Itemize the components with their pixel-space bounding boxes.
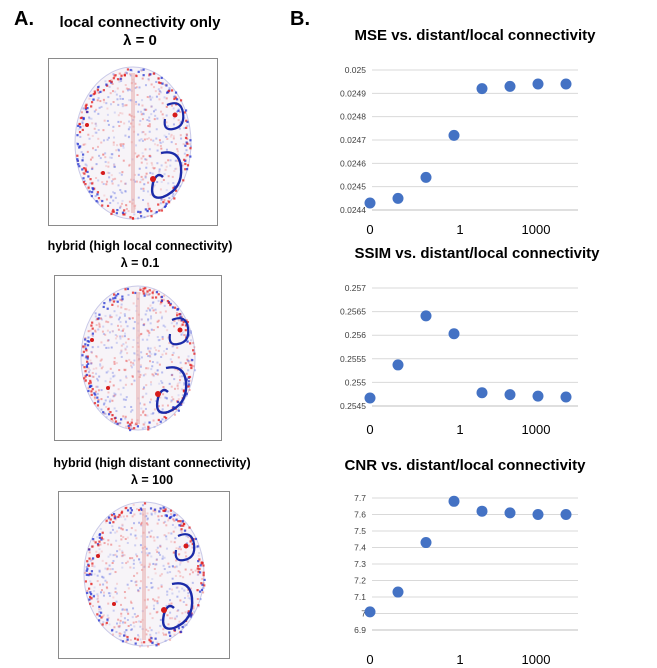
ssim-chart: 0.2545 0.255 0.2555 0.256 0.2565 0.257 0 1 1000 xyxy=(340,283,578,437)
y-tick-label: 7 xyxy=(361,609,366,619)
y-tick-label: 0.025 xyxy=(345,65,367,75)
data-point xyxy=(476,387,488,399)
mse-chart: 0.0244 0.0245 0.0246 0.0247 0.0248 0.0249 0.02… xyxy=(340,65,578,237)
data-point xyxy=(476,83,488,95)
y-tick-label: 0.257 xyxy=(345,283,367,293)
x-tick-label: 1000 xyxy=(522,222,551,237)
data-point xyxy=(364,392,376,404)
data-point xyxy=(420,310,432,322)
brain-image-2 xyxy=(80,285,197,432)
y-tick-label: 7.1 xyxy=(354,592,366,602)
data-point xyxy=(560,78,572,90)
y-tick-label: 0.2555 xyxy=(340,354,366,364)
y-tick-label: 7.5 xyxy=(354,526,366,536)
data-point xyxy=(392,192,404,204)
data-point xyxy=(476,505,488,517)
data-point xyxy=(364,197,376,209)
y-tick-label: 7.4 xyxy=(354,543,366,553)
brain-image-3 xyxy=(83,501,206,648)
x-tick-label: 1000 xyxy=(522,422,551,437)
panel-a-letter: A. xyxy=(14,8,34,30)
y-tick-label: 7.6 xyxy=(354,510,366,520)
data-point xyxy=(532,78,544,90)
brain-map-1 xyxy=(48,58,218,226)
data-point xyxy=(504,389,516,401)
map-3-heading: hybrid (high distant connectivity) λ = 1… xyxy=(22,455,282,489)
x-tick-label: 1 xyxy=(456,222,463,237)
data-point xyxy=(504,507,516,519)
y-tick-label: 0.0247 xyxy=(340,135,366,145)
map-1-title: local connectivity only xyxy=(59,14,221,31)
map-2-heading: hybrid (high local connectivity) λ = 0.1 xyxy=(10,238,270,272)
data-point xyxy=(392,359,404,371)
y-tick-label: 0.0244 xyxy=(340,205,366,215)
data-point xyxy=(504,80,516,92)
data-point xyxy=(420,171,432,183)
brain-silhouette-3 xyxy=(83,501,206,648)
data-point xyxy=(392,586,404,598)
x-tick-label: 1 xyxy=(456,422,463,437)
y-tick-label: 0.2565 xyxy=(340,307,366,317)
data-point xyxy=(560,391,572,403)
y-tick-label: 0.0248 xyxy=(340,112,366,122)
y-tick-label: 0.256 xyxy=(345,330,367,340)
mse-chart-title: MSE vs. distant/local connectivity xyxy=(354,27,596,44)
y-tick-label: 7.7 xyxy=(354,493,366,503)
y-tick-label: 0.0245 xyxy=(340,182,366,192)
brain-silhouette-2 xyxy=(80,285,197,432)
map-1-heading: local connectivity only λ = 0 xyxy=(10,14,270,50)
y-tick-label: 0.255 xyxy=(345,377,367,387)
y-tick-label: 7.2 xyxy=(354,576,366,586)
map-2-title: hybrid (high local connectivity) xyxy=(47,239,233,253)
brain-silhouette-1 xyxy=(74,66,192,220)
data-point xyxy=(448,129,460,141)
x-tick-label: 1000 xyxy=(522,652,551,667)
x-tick-label: 0 xyxy=(366,422,373,437)
map-3-lambda: λ = 100 xyxy=(130,473,174,487)
y-tick-label: 0.2545 xyxy=(340,401,366,411)
data-point xyxy=(560,509,572,520)
data-point xyxy=(448,328,460,340)
panel-b-letter: B. xyxy=(290,8,310,30)
y-tick-label: 0.0249 xyxy=(340,88,366,98)
y-tick-label: 7.3 xyxy=(354,559,366,569)
ssim-chart-title: SSIM vs. distant/local connectivity xyxy=(354,245,600,262)
data-point xyxy=(364,606,376,618)
cnr-chart-title: CNR vs. distant/local connectivity xyxy=(344,457,586,474)
brain-image-1 xyxy=(74,66,192,220)
data-point xyxy=(420,537,432,549)
brain-map-3 xyxy=(58,491,230,659)
data-point xyxy=(532,509,544,520)
data-point xyxy=(448,495,460,507)
x-tick-label: 0 xyxy=(366,652,373,667)
cnr-chart: 6.9 7 7.1 7.2 7.3 7.4 7.5 7.6 7.7 0 1 1000 xyxy=(354,493,578,667)
y-tick-label: 6.9 xyxy=(354,625,366,635)
map-1-lambda: λ = 0 xyxy=(123,32,157,49)
x-tick-label: 1 xyxy=(456,652,463,667)
x-tick-label: 0 xyxy=(366,222,373,237)
map-3-title: hybrid (high distant connectivity) xyxy=(53,456,251,470)
y-tick-label: 0.0246 xyxy=(340,158,366,168)
brain-map-2 xyxy=(54,275,222,441)
map-2-lambda: λ = 0.1 xyxy=(120,256,160,270)
data-point xyxy=(532,390,544,402)
